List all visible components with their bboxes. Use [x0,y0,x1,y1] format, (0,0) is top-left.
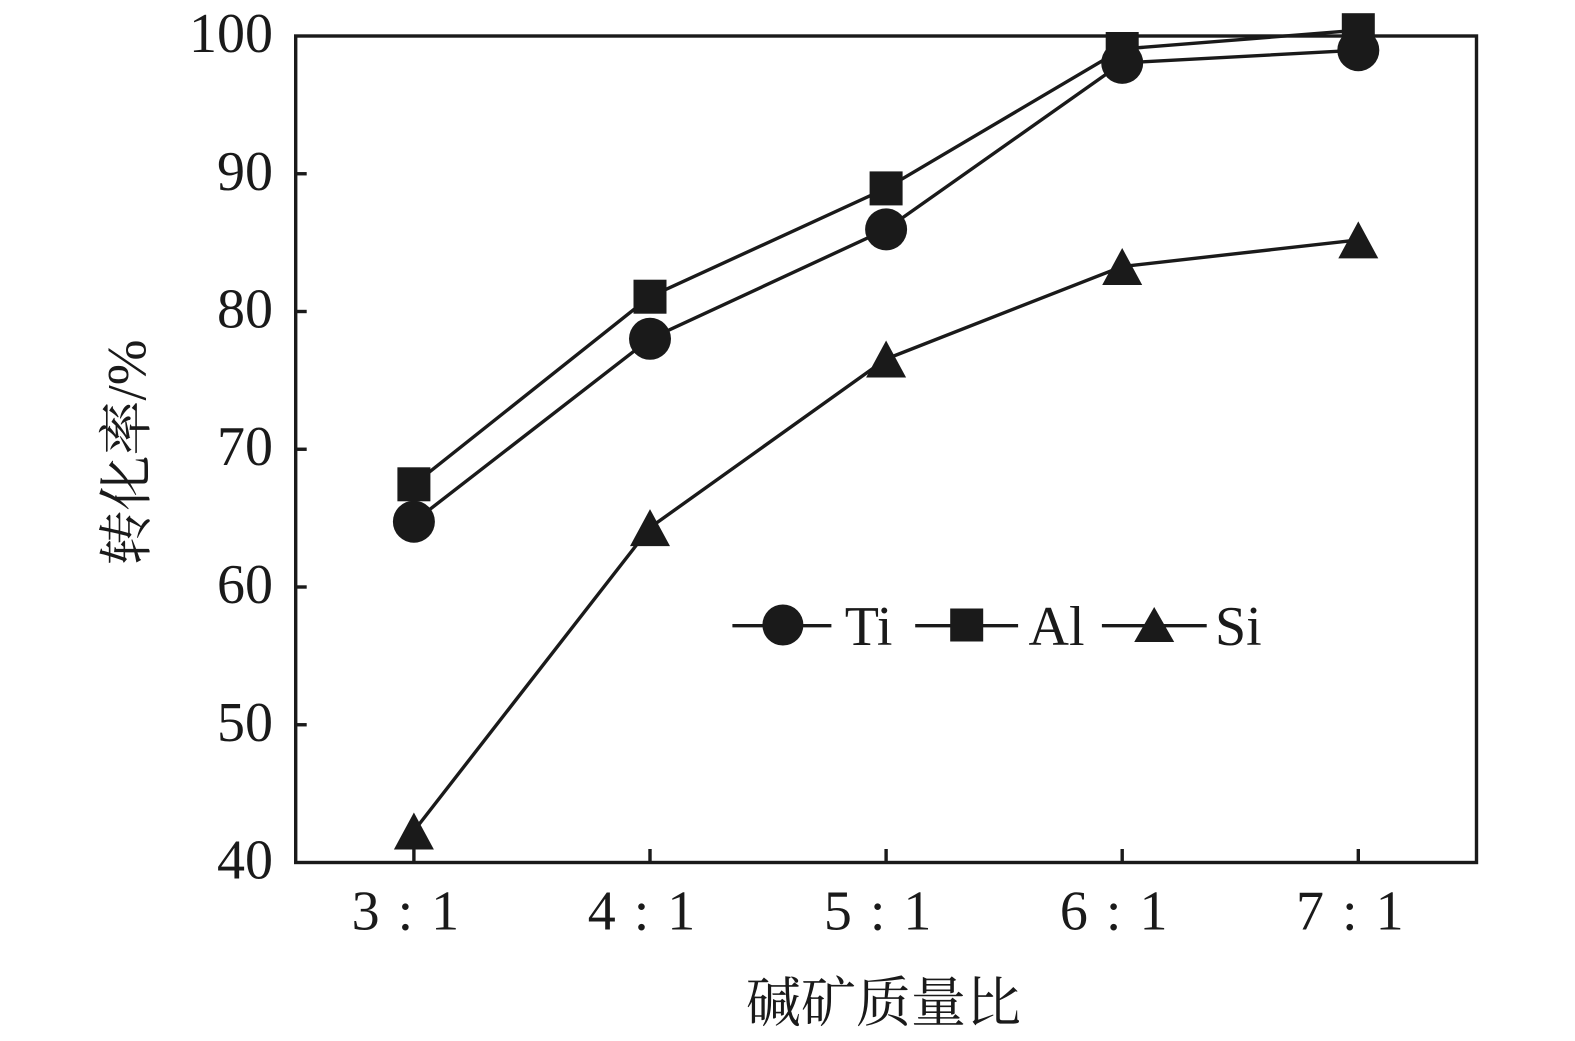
svg-text:3 : 1: 3 : 1 [352,881,462,943]
svg-text:40: 40 [217,830,273,892]
svg-text:7 : 1: 7 : 1 [1296,881,1406,943]
svg-text:Si: Si [1215,596,1262,658]
svg-text:5 : 1: 5 : 1 [824,881,934,943]
svg-text:100: 100 [189,3,273,65]
svg-text:90: 90 [217,141,273,203]
svg-text:6 : 1: 6 : 1 [1060,881,1170,943]
svg-text:80: 80 [217,279,273,341]
svg-text:50: 50 [217,692,273,754]
svg-text:60: 60 [217,554,273,616]
svg-text:4 : 1: 4 : 1 [588,881,698,943]
svg-text:70: 70 [217,416,273,478]
svg-text:Ti: Ti [845,596,893,658]
svg-text:/%: /% [96,339,157,400]
svg-text:Al: Al [1029,596,1085,658]
